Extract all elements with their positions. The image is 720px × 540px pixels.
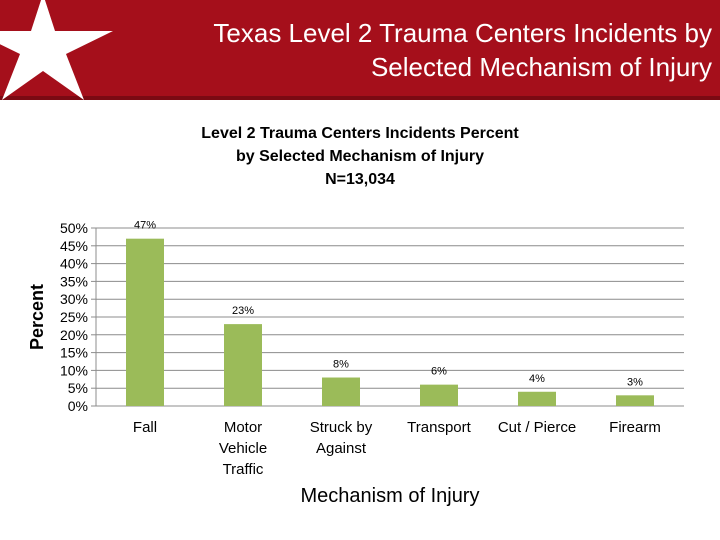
- data-label: 6%: [431, 366, 447, 378]
- white-star-icon: [0, 0, 113, 100]
- chart-title: Level 2 Trauma Centers Incidents Percent…: [120, 122, 600, 191]
- slide-title: Texas Level 2 Trauma Centers Incidents b…: [152, 16, 712, 84]
- data-label: 3%: [627, 376, 643, 388]
- bar: [224, 324, 262, 406]
- data-label: 47%: [134, 220, 156, 232]
- bar: [518, 391, 556, 406]
- x-tick-label: Firearm: [609, 419, 661, 436]
- y-tick-label: 40%: [60, 256, 88, 272]
- y-axis-title: Percent: [27, 284, 47, 350]
- y-tick-label: 5%: [68, 380, 88, 396]
- banner-divider: [0, 96, 720, 100]
- y-tick-label: 20%: [60, 327, 88, 343]
- x-axis-title: Mechanism of Injury: [301, 485, 480, 507]
- slide-title-line2: Selected Mechanism of Injury: [370, 52, 712, 82]
- data-label: 23%: [232, 305, 254, 317]
- data-label: 4%: [529, 373, 545, 385]
- y-tick-label: 25%: [60, 309, 88, 325]
- y-tick-label: 30%: [60, 291, 88, 307]
- chart-title-line2: by Selected Mechanism of Injury: [235, 148, 485, 165]
- x-tick-label: Vehicle: [219, 440, 267, 457]
- x-tick-label: Cut / Pierce: [498, 419, 576, 436]
- x-tick-label: Transport: [407, 419, 471, 436]
- chart-title-line1: Level 2 Trauma Centers Incidents Percent: [201, 125, 519, 142]
- y-tick-label: 10%: [60, 362, 88, 378]
- x-tick-label: Struck by: [310, 419, 373, 436]
- bar: [420, 384, 458, 406]
- bar: [616, 395, 654, 406]
- title-banner: [0, 0, 720, 96]
- x-tick-label: Fall: [133, 419, 157, 436]
- y-tick-label: 35%: [60, 273, 88, 289]
- y-tick-label: 0%: [68, 398, 88, 414]
- y-tick-label: 45%: [60, 238, 88, 254]
- data-label: 8%: [333, 359, 349, 371]
- slide-title-line1: Texas Level 2 Trauma Centers Incidents b…: [213, 18, 712, 48]
- bar: [126, 238, 164, 406]
- x-tick-label: Motor: [224, 419, 262, 436]
- chart-title-line3: N=13,034: [325, 171, 395, 188]
- bar: [322, 377, 360, 406]
- x-tick-label: Against: [316, 440, 367, 457]
- y-tick-label: 50%: [60, 220, 88, 236]
- y-tick-label: 15%: [60, 345, 88, 361]
- x-tick-label: Traffic: [223, 461, 264, 478]
